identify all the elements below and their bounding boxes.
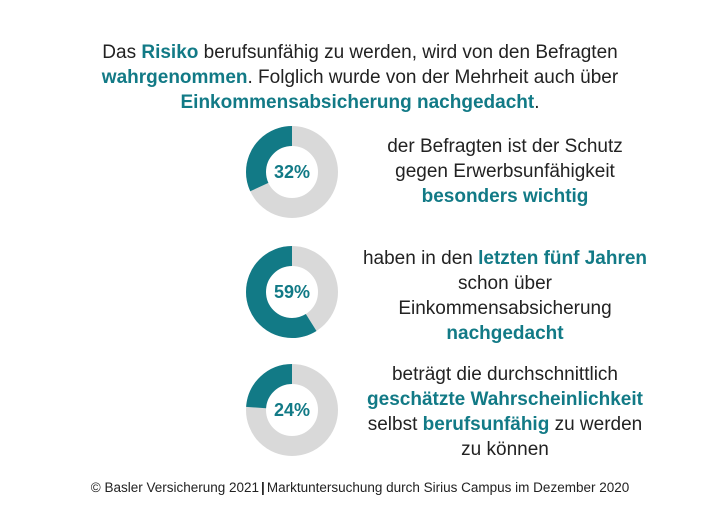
donut-chart-2: 59% [242, 242, 342, 342]
description-2-highlight-b: letzten fünf Jahren [478, 248, 648, 269]
donut-value-label-1: 32% [273, 162, 311, 182]
donut-arc-1 [246, 126, 338, 218]
donut-value-label-3: 24% [273, 400, 311, 420]
description-1-highlight-b: besonders wichtig [421, 186, 589, 207]
description-1: der Befragten ist der Schutz gegen Erwer… [360, 134, 650, 209]
headline-text-3: . Folglich wurde von der Mehrheit auch ü… [247, 67, 619, 88]
donut-arc-2 [246, 246, 338, 338]
description-3: beträgt die durchschnittlich geschätzte … [360, 362, 650, 462]
description-2-highlight-d: nachgedacht [446, 323, 564, 344]
description-2-text-a: haben in den [362, 248, 479, 269]
donut-svg-1 [246, 126, 338, 218]
footer: © Basler Versicherung 2021 | Marktuntersuc… [0, 480, 720, 495]
description-1-text-a: der Befragten ist der Schutz gegen Erwer… [387, 136, 623, 182]
headline-text-4: . [534, 92, 540, 113]
donut-chart-1: 32% [242, 122, 342, 222]
footer-source: Marktuntersuchung durch Sirius Campus im… [266, 480, 630, 495]
headline-text-2: berufsunfähig zu werden, wird von den Be… [198, 42, 618, 63]
description-3-highlight-d: berufsunfähig [422, 414, 550, 435]
donut-svg-2 [246, 246, 338, 338]
description-2: haben in den letzten fünf Jahren schon ü… [360, 246, 650, 346]
headline-highlight-risiko: Risiko [141, 42, 199, 63]
donut-arc-3 [246, 364, 338, 456]
donut-chart-3: 24% [242, 360, 342, 460]
description-3-highlight-b: geschätzte Wahrscheinlichkeit [367, 389, 643, 410]
description-2-text-c: schon über Einkommensabsicherung [398, 273, 612, 319]
description-3-text-c: selbst [367, 414, 423, 435]
footer-separator: | [261, 480, 265, 495]
donut-svg-3 [246, 364, 338, 456]
donut-value-label-2: 59% [273, 282, 311, 302]
footer-copyright: © Basler Versicherung 2021 [90, 480, 260, 495]
headline-highlight-einkommensabsicherung: Einkommensabsicherung nachgedacht [180, 92, 535, 113]
headline-highlight-wahrgenommen: wahrgenommen [101, 67, 248, 88]
description-3-text-a: beträgt die durchschnittlich [391, 364, 618, 385]
headline: Das Risiko berufsunfähig zu werden, wird… [60, 40, 660, 115]
description-3-text-e: zu werden zu können [461, 414, 643, 460]
headline-text-1: Das [102, 42, 142, 63]
